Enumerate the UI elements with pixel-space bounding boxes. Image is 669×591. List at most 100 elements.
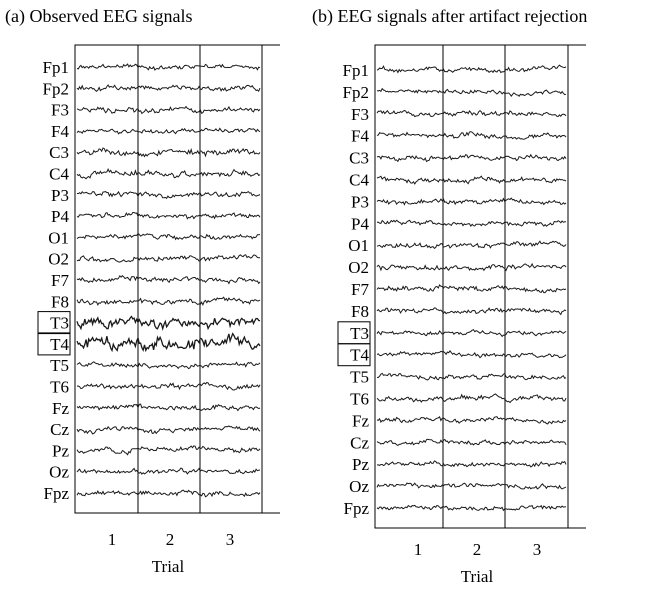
- trace-f4: [76, 127, 261, 135]
- channel-label-c4: C4: [49, 165, 69, 184]
- trace-c4: [76, 167, 261, 180]
- channel-label-t4: T4: [50, 335, 69, 354]
- trace-c4: [376, 175, 567, 185]
- trace-fp2: [76, 84, 261, 93]
- channel-label-fz: Fz: [52, 399, 69, 418]
- channel-label-f8: F8: [51, 292, 69, 311]
- channel-label-p4: P4: [51, 207, 69, 226]
- channel-label-f3: F3: [51, 101, 69, 120]
- channel-label-p4: P4: [351, 214, 369, 233]
- trial-ticks-cleaned: 1 2 3: [414, 540, 542, 559]
- channel-label-oz: Oz: [349, 477, 369, 496]
- channel-label-o1: O1: [348, 236, 369, 255]
- channel-label-fp1: Fp1: [43, 58, 69, 77]
- trace-p4: [76, 211, 261, 220]
- trace-cz: [76, 425, 261, 435]
- trace-f7: [76, 274, 261, 285]
- x-axis-label-observed: Trial: [152, 557, 185, 576]
- channel-label-cz: Cz: [50, 420, 69, 439]
- trace-t5: [376, 372, 567, 381]
- channel-label-f4: F4: [51, 122, 69, 141]
- trace-fz: [376, 415, 567, 425]
- trace-f8: [76, 296, 261, 307]
- trace-c3: [76, 147, 261, 158]
- highlight-box-t4: [37, 332, 71, 356]
- trace-fp1: [376, 64, 567, 74]
- trace-f8: [376, 307, 567, 316]
- trace-p3: [76, 190, 261, 200]
- panel-frame-cleaned: [374, 44, 569, 529]
- trace-c3: [376, 153, 567, 163]
- channel-label-t6: T6: [50, 378, 69, 397]
- trace-t4: [376, 350, 567, 359]
- trace-t6: [376, 393, 567, 404]
- trace-fpz: [76, 489, 261, 498]
- trace-o1: [376, 240, 567, 249]
- channel-label-fpz: Fpz: [344, 499, 370, 518]
- channel-label-oz: Oz: [49, 463, 69, 482]
- trace-t3: [76, 315, 261, 332]
- channel-label-f8: F8: [351, 302, 369, 321]
- trial-tick-3: 3: [533, 540, 542, 559]
- trace-fp1: [76, 63, 261, 71]
- trace-fp2: [376, 87, 567, 97]
- trace-p3: [376, 197, 567, 206]
- panel-title-observed: (a) Observed EEG signals: [5, 6, 192, 27]
- trial-tick-2: 2: [473, 540, 482, 559]
- trace-o2: [376, 262, 567, 272]
- trace-f3: [76, 105, 261, 115]
- panel-frame-observed: [74, 44, 263, 514]
- trial-ticks-observed: 1 2 3: [108, 530, 235, 549]
- channel-label-fp1: Fp1: [343, 61, 369, 80]
- channel-label-c3: C3: [349, 149, 369, 168]
- channel-label-t6: T6: [350, 390, 369, 409]
- channel-label-pz: Pz: [352, 455, 369, 474]
- channel-label-o2: O2: [348, 258, 369, 277]
- trace-t3: [376, 329, 567, 338]
- trace-f3: [376, 109, 567, 118]
- channel-label-t5: T5: [50, 356, 69, 375]
- channel-label-f7: F7: [51, 271, 69, 290]
- trial-tick-1: 1: [108, 530, 117, 549]
- channel-label-t4: T4: [350, 346, 369, 365]
- channel-label-p3: P3: [51, 186, 69, 205]
- panel-observed: (a) Observed EEG signals Fp1 Fp2 F3 F4 C3 C4 P…: [5, 6, 280, 576]
- trace-pz: [76, 445, 261, 456]
- trace-fpz: [376, 504, 567, 512]
- channel-label-t3: T3: [50, 314, 69, 333]
- channel-label-fp2: Fp2: [343, 83, 369, 102]
- trace-t5: [76, 361, 261, 370]
- highlight-box-t3: [37, 311, 71, 335]
- channel-label-f7: F7: [351, 280, 369, 299]
- panel-cleaned: (b) EEG signals after artifact rejection…: [312, 6, 587, 586]
- trace-pz: [377, 460, 567, 468]
- channel-label-cz: Cz: [350, 433, 369, 452]
- channel-label-c4: C4: [349, 171, 369, 190]
- trial-tick-1: 1: [414, 540, 423, 559]
- channel-label-fz: Fz: [352, 411, 369, 430]
- trace-oz: [376, 482, 567, 490]
- channel-labels-observed: Fp1 Fp2 F3 F4 C3 C4 P3 P4 O1 O2 F7 F8 T3 T4 T5 T6 Fz Cz Pz…: [37, 58, 71, 503]
- channel-label-pz: Pz: [52, 441, 69, 460]
- channel-label-fp2: Fp2: [43, 79, 69, 98]
- channel-label-p3: P3: [351, 192, 369, 211]
- channel-label-f4: F4: [351, 127, 369, 146]
- trace-f7: [376, 283, 567, 294]
- channel-label-o1: O1: [48, 228, 69, 247]
- trace-t6: [76, 381, 261, 391]
- highlight-box-t4: [337, 343, 371, 367]
- traces-cleaned: [376, 64, 567, 512]
- trace-f4: [376, 131, 567, 140]
- trace-o1: [76, 232, 261, 241]
- channel-label-f3: F3: [351, 105, 369, 124]
- trace-fz: [76, 403, 261, 412]
- panel-title-cleaned: (b) EEG signals after artifact rejection: [312, 6, 587, 27]
- trial-tick-2: 2: [166, 530, 175, 549]
- traces-observed: [76, 63, 261, 498]
- x-axis-label-cleaned: Trial: [461, 567, 494, 586]
- channel-label-t3: T3: [350, 324, 369, 343]
- trace-p4: [376, 219, 566, 227]
- trace-oz: [76, 467, 261, 475]
